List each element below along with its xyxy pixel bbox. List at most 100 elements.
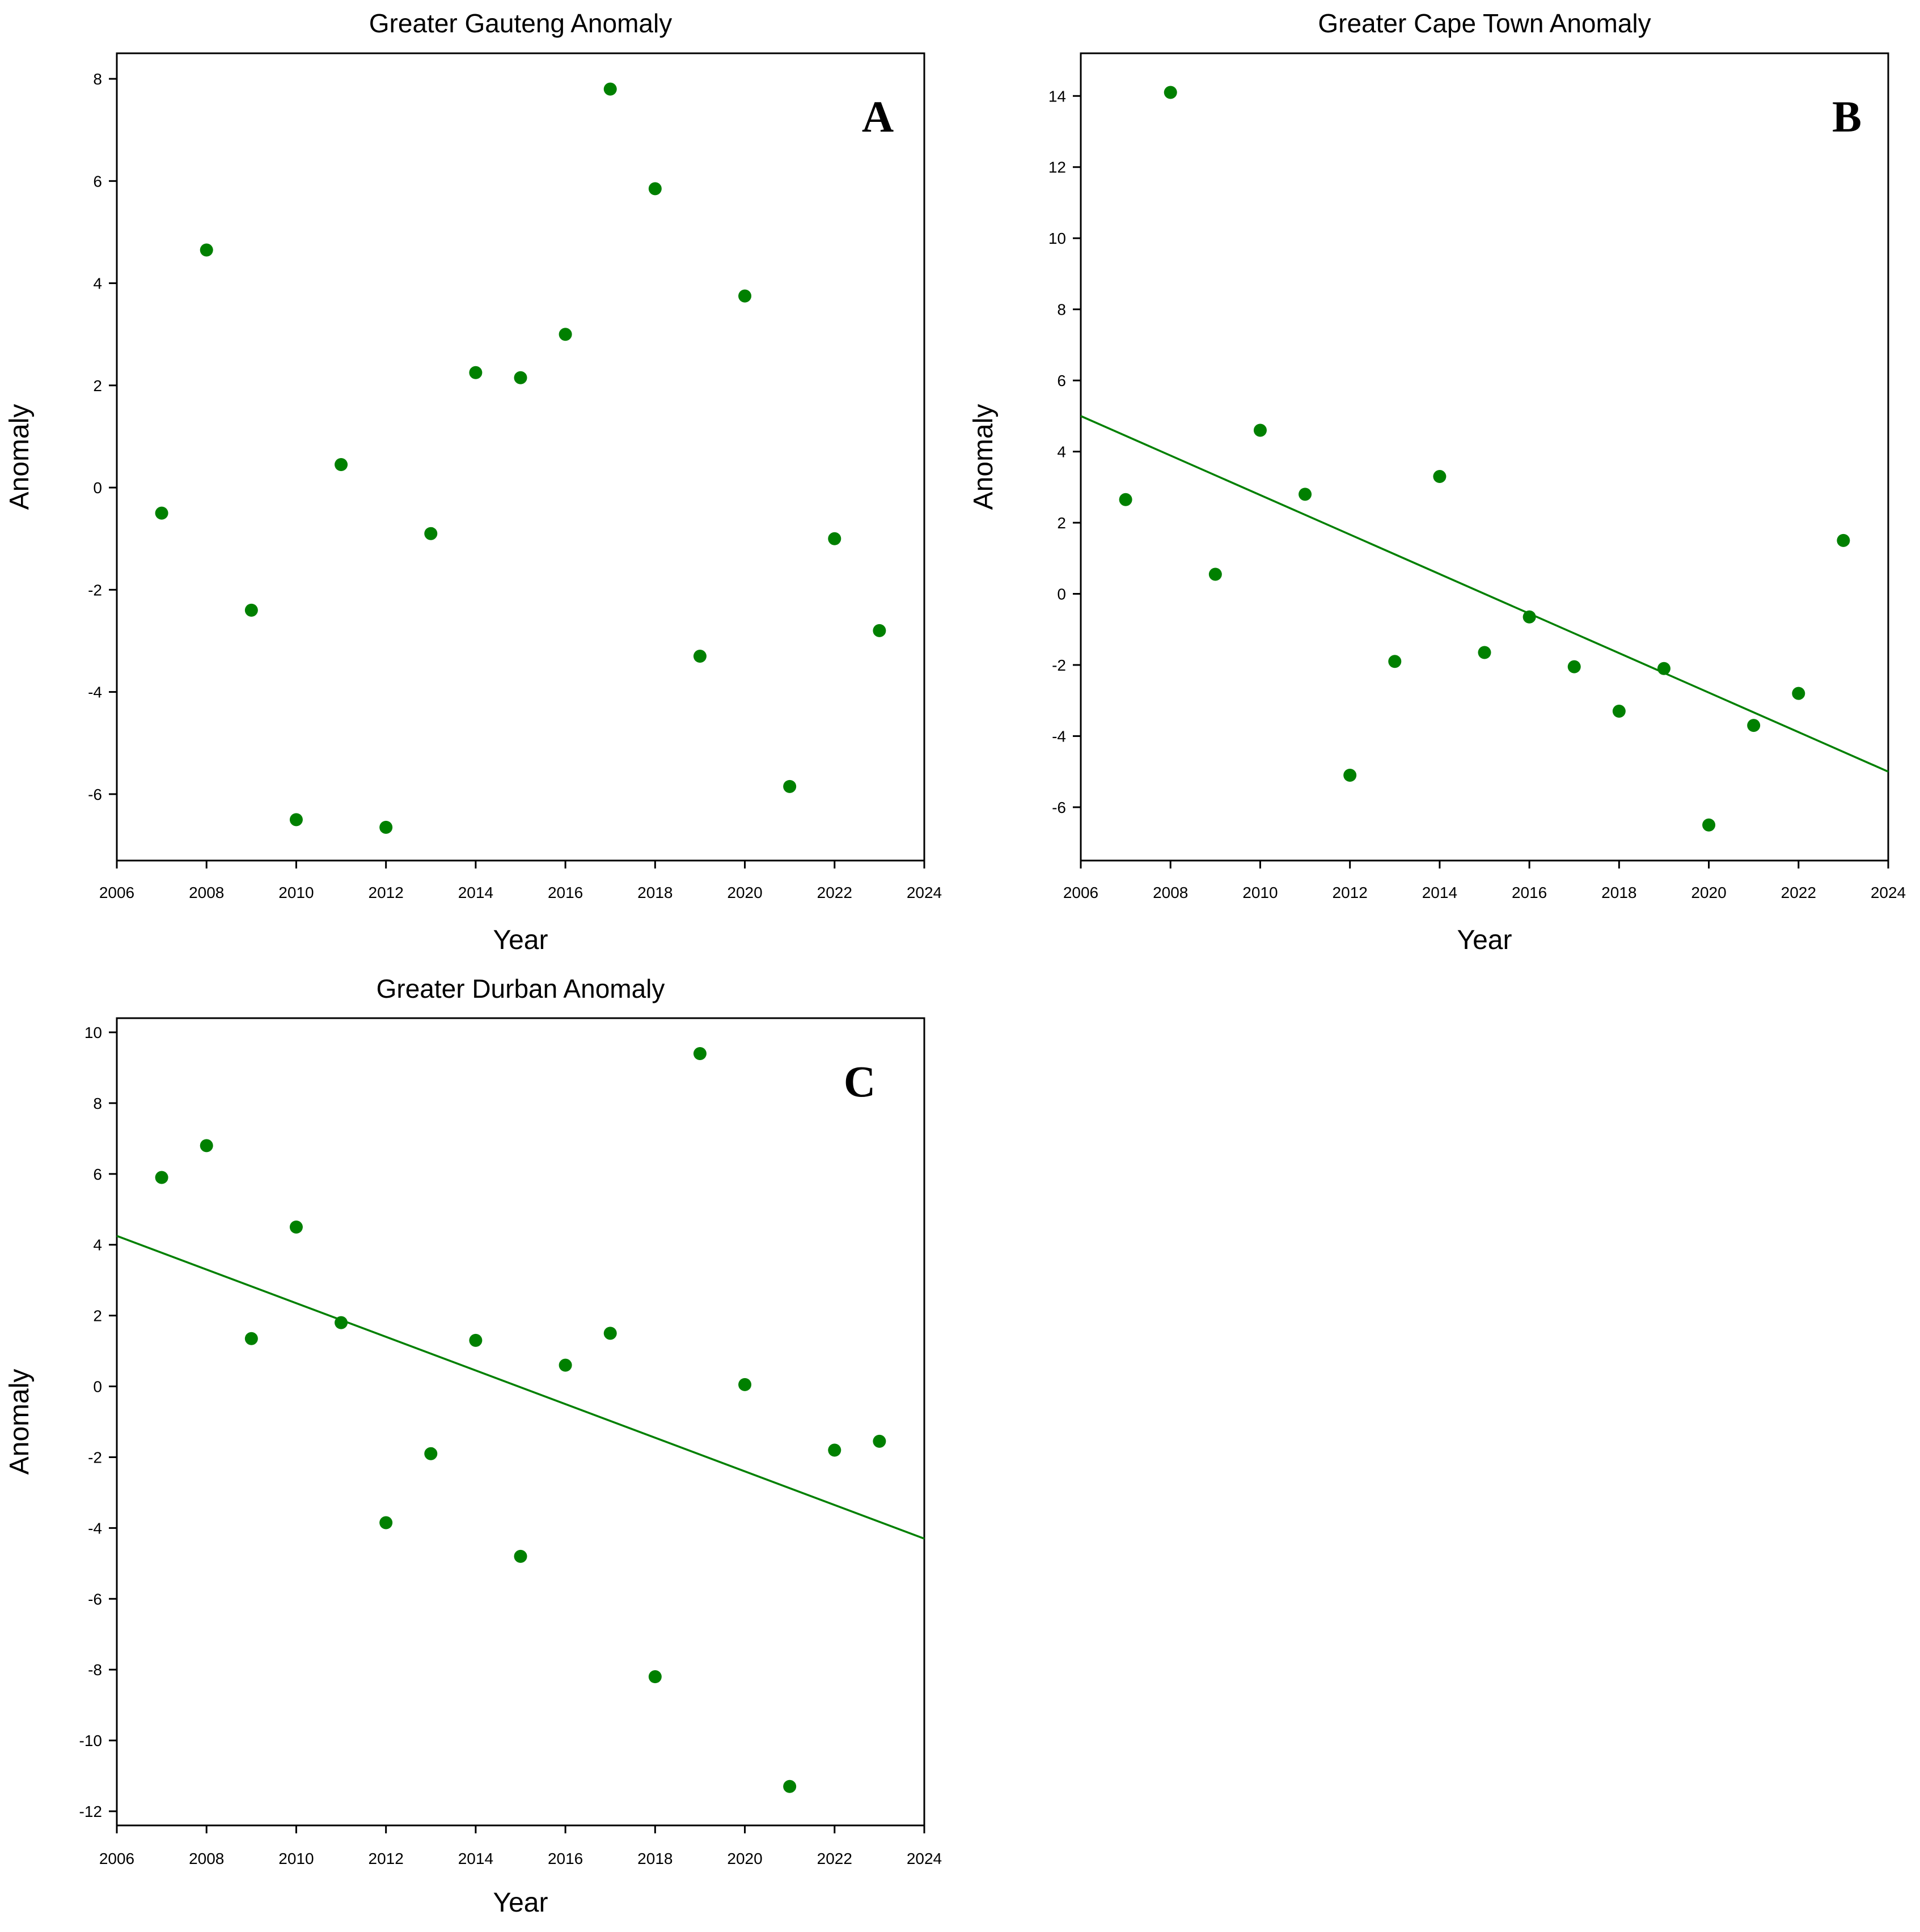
x-tick-label: 2018 [1601,884,1636,901]
plot-area: 2006 2008 2010 2012 2014 2016 2018 2020 2022 2024… [88,52,942,901]
data-point [738,289,752,303]
y-tick-label: 2 [93,377,102,395]
data-point [559,1358,572,1372]
x-tick-label: 2020 [727,1850,762,1867]
y-tick-label: 10 [84,1024,102,1041]
x-tick-label: 2016 [548,1850,583,1867]
y-tick-label: 0 [93,1378,102,1396]
data-point [335,458,348,472]
data-point [1253,423,1267,437]
data-point [603,82,617,96]
data-point [1523,610,1536,624]
x-tick-label: 2018 [637,1850,673,1867]
chart-panel-c: Greater Durban Anomaly 2006 2008 2010 2012 2… [5,974,942,1918]
data-point [693,1046,707,1060]
y-axis-label: Anomaly [5,1369,35,1475]
y-tick-label: -2 [88,1448,102,1466]
data-point [738,1378,752,1391]
data-point [1837,533,1850,547]
x-tick-label: 2010 [278,1850,314,1867]
y-axis-label: Anomaly [5,404,35,510]
data-point [1299,488,1312,501]
x-tick-label: 2016 [548,884,583,901]
data-point [1567,660,1581,673]
x-axis-label: Year [493,1888,548,1918]
y-tick-label: 12 [1048,159,1066,176]
data-point [873,624,886,637]
data-point [200,243,213,257]
x-tick-label: 2010 [278,884,314,901]
x-tick-label: 2022 [817,884,852,901]
y-tick-label: 8 [93,1095,102,1112]
data-point [1388,655,1402,668]
data-point [244,603,258,617]
y-tick-label: -8 [88,1661,102,1679]
x-axis-label: Year [493,925,548,955]
y-tick-label: 4 [93,275,102,293]
trend-line [1080,415,1889,773]
x-tick-label: 2016 [1512,884,1547,901]
data-point [1478,646,1491,659]
x-tick-label: 2022 [817,1850,852,1867]
x-tick-label: 2012 [369,884,404,901]
x-tick-label: 2006 [1063,884,1098,901]
y-tick-label: -6 [88,786,102,803]
x-tick-label: 2014 [458,884,493,901]
x-tick-label: 2012 [1333,884,1368,901]
data-point [1747,719,1761,732]
data-point [783,779,797,793]
data-point [559,328,572,341]
y-tick-label: -2 [88,581,102,599]
data-point [828,1443,841,1457]
x-tick-label: 2008 [1153,884,1188,901]
x-axis-label: Year [1457,925,1512,955]
panel-label: C [844,1057,876,1106]
y-tick-label: 6 [93,172,102,190]
data-point [1612,705,1626,718]
chart-title: Greater Gauteng Anomaly [369,9,672,38]
data-point [289,1220,303,1234]
plot-area: 2006 2008 2010 2012 2014 2016 2018 2020 2022 2024… [1048,52,1906,901]
y-tick-label: 2 [93,1307,102,1325]
data-point [1792,687,1805,700]
y-tick-label: 14 [1048,87,1066,105]
data-point [783,1780,797,1793]
x-tick-label: 2008 [189,884,224,901]
y-tick-label: 10 [1048,230,1066,247]
chart-title: Greater Durban Anomaly [377,974,665,1003]
data-point [469,1333,483,1347]
y-tick-label: -4 [1052,727,1066,745]
y-tick-label: 2 [1057,514,1066,532]
data-point [379,1516,393,1530]
y-tick-label: -10 [79,1732,102,1749]
x-tick-label: 2006 [99,1850,134,1867]
x-tick-label: 2024 [1871,884,1906,901]
data-point [335,1316,348,1329]
data-point [1164,86,1177,99]
data-point [1119,493,1132,506]
data-point [873,1434,886,1448]
y-tick-label: 4 [93,1236,102,1254]
y-tick-label: 8 [93,70,102,88]
data-point [469,366,483,379]
x-tick-label: 2012 [369,1850,404,1867]
data-point [1208,567,1222,581]
y-tick-label: 6 [1057,372,1066,389]
data-point [200,1139,213,1153]
panel-label: B [1832,92,1862,141]
data-point [155,506,168,520]
data-point [289,813,303,827]
x-tick-label: 2008 [189,1850,224,1867]
data-point [1433,470,1447,484]
chart-panel-a: Greater Gauteng Anomaly 2006 2008 2010 2012… [5,9,942,955]
y-tick-label: -6 [88,1590,102,1608]
plot-area: 2006 2008 2010 2012 2014 2016 2018 2020 2022 2024… [79,1017,942,1867]
x-tick-label: 2022 [1781,884,1816,901]
plot-frame [116,52,925,862]
data-point [693,649,707,663]
data-point [379,820,393,834]
data-point [514,371,527,384]
chart-panel-b: Greater Cape Town Anomaly 2006 2008 2010 20… [969,9,1906,955]
y-tick-label: -4 [88,1519,102,1537]
